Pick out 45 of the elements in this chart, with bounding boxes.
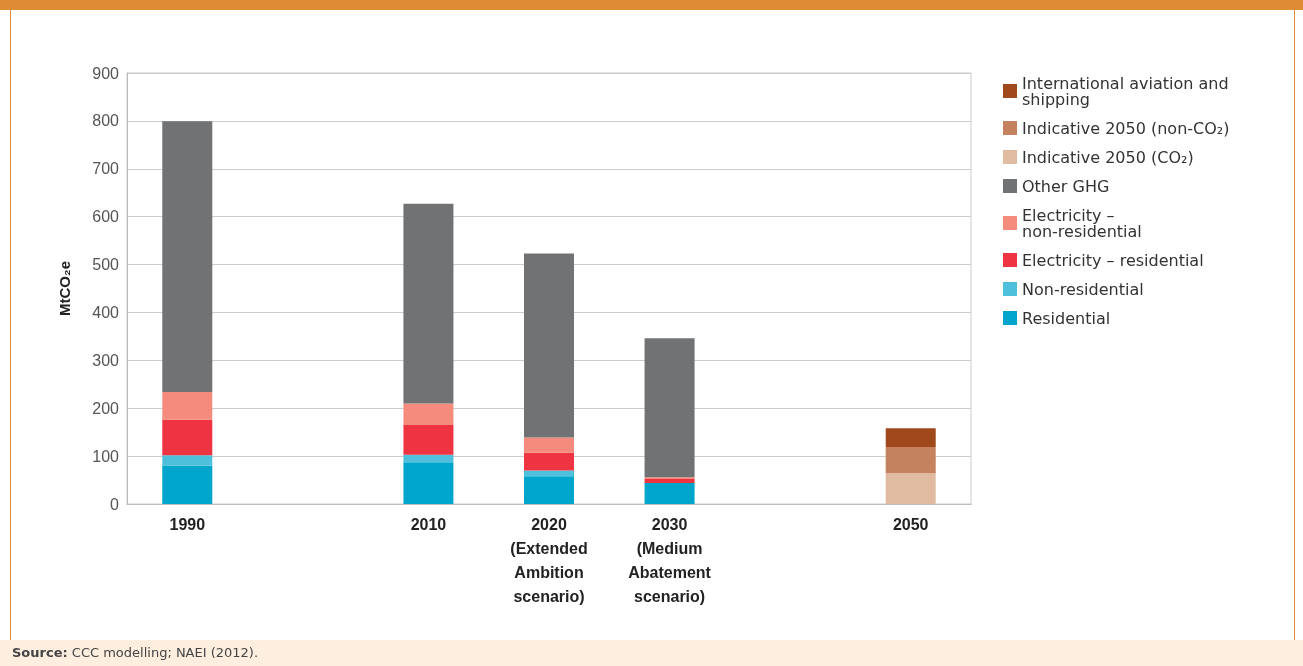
bar <box>885 447 936 474</box>
x-tick-label: 2050 <box>892 515 929 533</box>
bar <box>162 419 213 456</box>
bar <box>403 424 454 455</box>
bar <box>524 452 574 471</box>
bar <box>524 437 574 453</box>
bar <box>162 465 213 504</box>
legend-label: Electricity – residential <box>1022 250 1204 270</box>
legend-label: Other GHG <box>1022 176 1110 196</box>
bar <box>644 338 695 478</box>
y-tick-label: 0 <box>110 495 120 513</box>
bar <box>162 121 213 392</box>
y-tick-label: 800 <box>92 112 120 130</box>
y-tick-label: 600 <box>92 208 120 226</box>
bar <box>524 476 574 504</box>
y-tick-label: 400 <box>92 303 120 321</box>
y-tick-label: 900 <box>92 64 120 82</box>
y-tick-label: 300 <box>92 351 120 369</box>
bar <box>524 253 574 438</box>
y-tick-label: 500 <box>92 256 120 274</box>
bar <box>403 454 454 463</box>
y-axis-title: MtCO₂e <box>56 261 73 316</box>
bar <box>885 473 936 504</box>
legend-label: Electricity – non-residential <box>1022 205 1142 241</box>
y-tick-label: 100 <box>92 447 120 465</box>
x-tick-label: 1990 <box>169 515 206 533</box>
legend-label: Indicative 2050 (non-CO₂) <box>1022 118 1230 138</box>
y-tick-label: 200 <box>92 399 120 417</box>
bar <box>162 455 213 466</box>
y-tick-label: 700 <box>92 160 120 178</box>
source-note: Source: CCC modelling; NAEI (2012). <box>0 640 1303 666</box>
x-tick-label: 2030 (Medium Abatement scenario) <box>628 515 712 605</box>
bar <box>403 203 454 404</box>
legend-label: Residential <box>1022 308 1111 328</box>
x-tick-label: 2020 (Extended Ambition scenario) <box>510 515 588 605</box>
bar <box>403 403 454 425</box>
bar <box>403 462 454 504</box>
legend-label: Indicative 2050 (CO₂) <box>1022 147 1194 167</box>
legend-label: International aviation and shipping <box>1022 73 1234 109</box>
bar <box>885 428 936 448</box>
bar <box>524 470 574 477</box>
bar <box>644 482 695 504</box>
bar <box>162 391 213 420</box>
legend-label: Non-residential <box>1022 279 1144 299</box>
x-tick-label: 2010 <box>410 515 447 533</box>
